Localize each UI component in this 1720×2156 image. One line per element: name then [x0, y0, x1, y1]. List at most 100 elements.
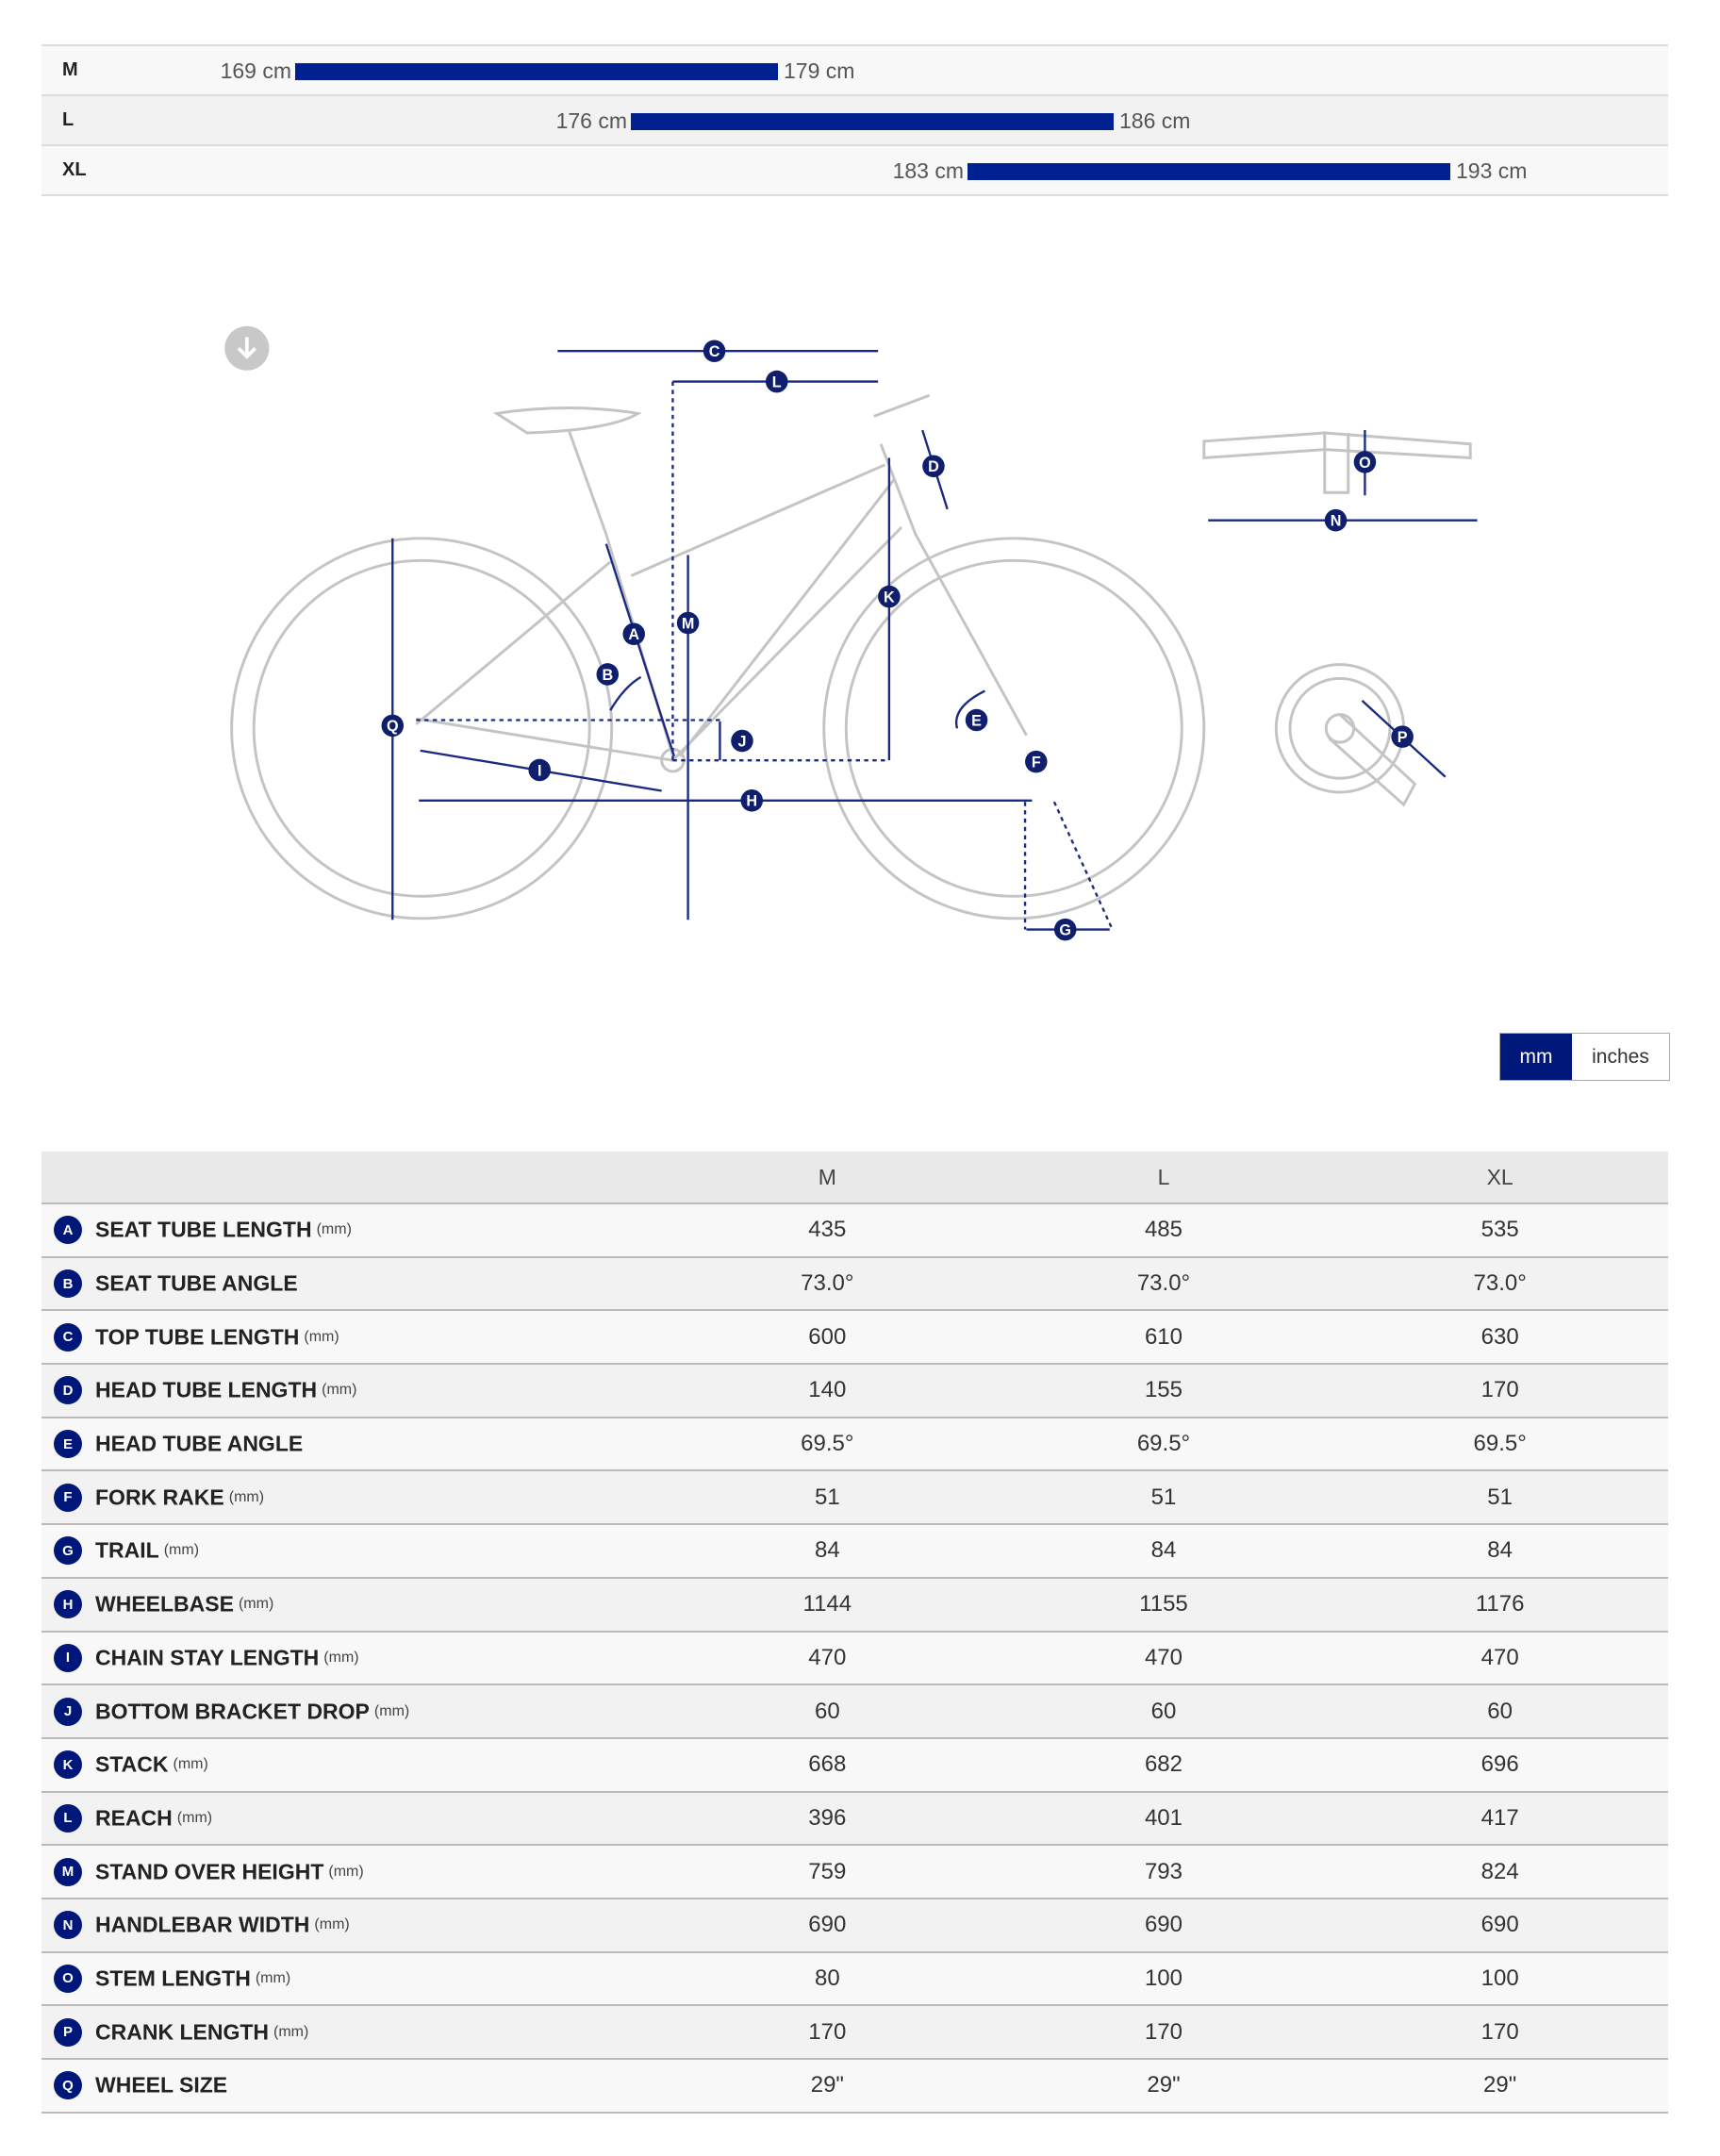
marker-letter: K: [884, 589, 895, 605]
table-row: K STACK (mm) 668 682 696: [41, 1737, 1668, 1793]
dimension-unit: (mm): [316, 1221, 352, 1238]
unit-toggle[interactable]: mm inches: [1499, 1033, 1670, 1081]
value-cell: 470: [1331, 1631, 1668, 1686]
dimension-badge: D: [54, 1376, 82, 1405]
marker-e: E: [965, 708, 988, 732]
dimension-badge: O: [54, 1964, 82, 1993]
dimension-badge: E: [54, 1430, 82, 1459]
value-cell: 84: [659, 1524, 996, 1579]
value-cell: 470: [995, 1631, 1332, 1686]
dimension-unit: (mm): [373, 1702, 410, 1719]
row-label: F FORK RAKE (mm): [41, 1470, 659, 1526]
table-row: I CHAIN STAY LENGTH (mm) 470 470 470: [41, 1631, 1668, 1686]
unit-inches-button[interactable]: inches: [1572, 1034, 1669, 1080]
value-cell: 69.5°: [995, 1417, 1332, 1472]
dimension-unit: (mm): [304, 1328, 339, 1345]
height-min: 183 cm: [892, 158, 964, 183]
value-cell: 60: [659, 1684, 996, 1739]
dimension-badge: J: [54, 1697, 82, 1726]
row-label: M STAND OVER HEIGHT (mm): [41, 1845, 659, 1899]
dimension-unit: (mm): [255, 1969, 291, 1986]
value-cell: 84: [1331, 1524, 1668, 1579]
dimension-name: STACK: [95, 1751, 169, 1777]
marker-p: P: [1391, 725, 1414, 748]
dimension-name: WHEELBASE: [95, 1591, 234, 1617]
row-label: N HANDLEBAR WIDTH (mm): [41, 1898, 659, 1953]
unit-mm-button[interactable]: mm: [1500, 1034, 1572, 1080]
dimension-name: TRAIL: [95, 1537, 159, 1563]
table-row: L REACH (mm) 396 401 417: [41, 1791, 1668, 1847]
dimension-badge: N: [54, 1911, 82, 1940]
dimension-badge: K: [54, 1750, 82, 1780]
table-row: M STAND OVER HEIGHT (mm) 759 793 824: [41, 1845, 1668, 1899]
dimension-name: SEAT TUBE LENGTH: [95, 1217, 312, 1242]
value-cell: 73.0°: [1331, 1256, 1668, 1312]
value-cell: 417: [1331, 1791, 1668, 1847]
marker-n: N: [1324, 508, 1348, 532]
value-cell: 600: [659, 1310, 996, 1366]
geometry-table: M L XL A SEAT TUBE LENGTH (mm) 435 485 535 B SE…: [41, 1152, 1668, 2114]
marker-letter: D: [928, 458, 939, 475]
size-row-l: L 176 cm 186 cm: [41, 96, 1668, 146]
dimension-badge: P: [54, 2017, 82, 2047]
value-cell: 1176: [1331, 1577, 1668, 1633]
value-cell: 29": [1331, 2059, 1668, 2114]
dimension-name: STEM LENGTH: [95, 1965, 251, 1991]
table-row: H WHEELBASE (mm) 1144 1155 1176: [41, 1577, 1668, 1633]
value-cell: 170: [995, 2005, 1332, 2060]
column-header: XL: [1331, 1152, 1668, 1204]
marker-k: K: [878, 585, 901, 608]
size-height-chart: M 169 cm 179 cm L 176 cm 186 cm XL 183 c…: [41, 44, 1668, 196]
marker-letter: C: [709, 343, 720, 360]
marker-d: D: [922, 455, 945, 478]
marker-q: Q: [381, 714, 405, 738]
dimension-unit: (mm): [163, 1542, 200, 1559]
value-cell: 690: [659, 1898, 996, 1953]
table-row: F FORK RAKE (mm) 51 51 51: [41, 1470, 1668, 1526]
dimension-unit: (mm): [322, 1382, 357, 1399]
row-label: A SEAT TUBE LENGTH (mm): [41, 1203, 659, 1258]
value-cell: 84: [995, 1524, 1332, 1579]
value-cell: 170: [1331, 2005, 1668, 2060]
value-cell: 824: [1331, 1845, 1668, 1899]
marker-letter: O: [1359, 455, 1371, 472]
bike-outline: [230, 393, 1472, 920]
value-cell: 682: [995, 1737, 1332, 1793]
row-label: H WHEELBASE (mm): [41, 1577, 659, 1633]
value-cell: 73.0°: [995, 1256, 1332, 1312]
height-range-bar: [295, 63, 778, 80]
height-min: 176 cm: [555, 108, 627, 133]
value-cell: 80: [659, 1951, 996, 2007]
dimension-badge: I: [54, 1643, 82, 1672]
value-cell: 759: [659, 1845, 996, 1899]
dimension-lines: [391, 350, 1478, 931]
table-row: B SEAT TUBE ANGLE 73.0° 73.0° 73.0°: [41, 1256, 1668, 1312]
marker-letter: Q: [387, 718, 399, 735]
marker-letter: F: [1032, 755, 1041, 771]
marker-g: G: [1053, 918, 1077, 941]
download-button[interactable]: [224, 325, 270, 371]
value-cell: 69.5°: [659, 1417, 996, 1472]
value-cell: 793: [995, 1845, 1332, 1899]
marker-letter: M: [682, 615, 694, 632]
value-cell: 29": [659, 2059, 996, 2114]
dimension-name: TOP TUBE LENGTH: [95, 1324, 300, 1350]
size-label: XL: [62, 159, 87, 180]
table-row: C TOP TUBE LENGTH (mm) 600 610 630: [41, 1310, 1668, 1366]
dimension-name: STAND OVER HEIGHT: [95, 1859, 324, 1884]
table-row: N HANDLEBAR WIDTH (mm) 690 690 690: [41, 1898, 1668, 1953]
dimension-badge: G: [54, 1536, 82, 1566]
height-max: 186 cm: [1119, 108, 1191, 133]
value-cell: 155: [995, 1364, 1332, 1418]
dimension-badge: A: [54, 1216, 82, 1245]
value-cell: 140: [659, 1364, 996, 1418]
marker-c: C: [703, 340, 726, 362]
row-label: E HEAD TUBE ANGLE: [41, 1417, 659, 1472]
dimension-unit: (mm): [328, 1863, 364, 1880]
value-cell: 470: [659, 1631, 996, 1686]
dimension-badge: Q: [54, 2071, 82, 2100]
row-label: O STEM LENGTH (mm): [41, 1951, 659, 2007]
row-label: D HEAD TUBE LENGTH (mm): [41, 1364, 659, 1418]
marker-letter: L: [772, 373, 782, 390]
dimension-unit: (mm): [228, 1488, 265, 1505]
